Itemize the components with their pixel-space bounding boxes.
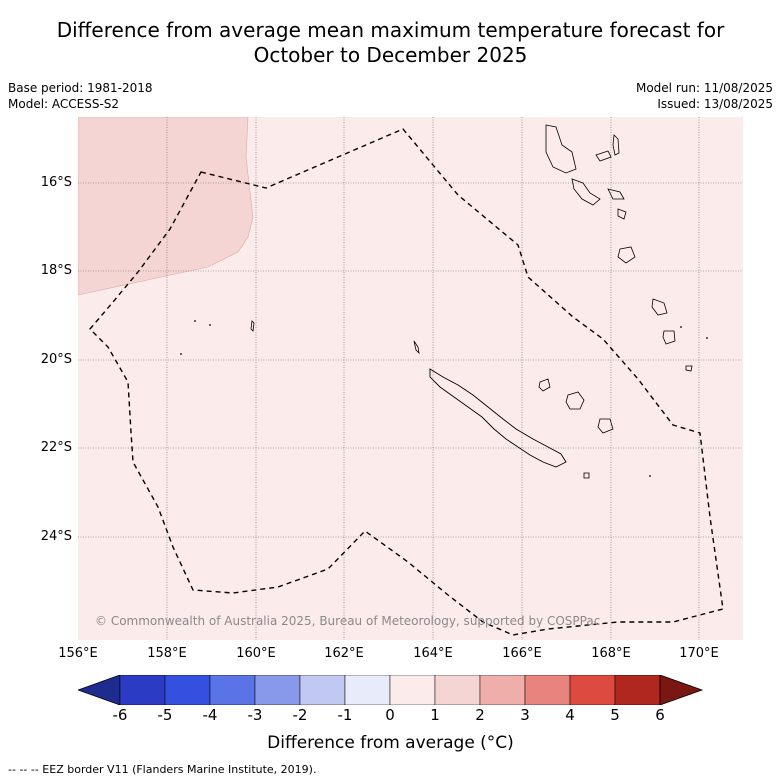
colorbar-segment [479, 674, 526, 706]
map-svg [78, 117, 743, 640]
colorbar-segment [299, 674, 346, 706]
colorbar-label: Difference from average (°C) [267, 733, 514, 753]
island-ouvea [538, 378, 551, 392]
colorbar-extend-high [659, 674, 704, 706]
colorbar-segment [434, 674, 481, 706]
map-panel [78, 117, 743, 640]
colorbar-tick-label: -6 [112, 706, 128, 724]
island-aneityum [685, 365, 693, 372]
colorbar-segment [614, 674, 661, 706]
colorbar-segment [524, 674, 571, 706]
lat-label-20s: 20°S [40, 352, 72, 367]
islet-dots [180, 320, 708, 477]
eez-border [89, 128, 724, 636]
colorbar-tick-label: 2 [475, 706, 485, 724]
meta-right: Model run: 11/08/2025 Issued: 13/08/2025 [636, 80, 773, 112]
lon-label-166e: 166°E [502, 646, 542, 661]
island-lifou [565, 391, 585, 410]
anomaly-patch [78, 117, 254, 296]
base-period: Base period: 1981-2018 [8, 81, 153, 95]
colorbar-tick-label: 4 [565, 706, 575, 724]
issued-date: Issued: 13/08/2025 [657, 97, 773, 111]
island-malekula [571, 178, 601, 206]
colorbar-tick-label: -1 [337, 706, 353, 724]
lon-label-156e: 156°E [58, 646, 98, 661]
colorbar-tick-label: 5 [610, 706, 620, 724]
colorbar-tick-label: -3 [247, 706, 263, 724]
lon-label-168e: 168°E [591, 646, 631, 661]
island-walpole [583, 472, 590, 479]
colorbar-segment [119, 674, 166, 706]
island-pentecost-ambrym [607, 188, 625, 200]
colorbar-segment [209, 674, 256, 706]
lon-label-164e: 164°E [413, 646, 453, 661]
colorbar-segment [164, 674, 211, 706]
island-erromango [651, 298, 668, 316]
island-efate [617, 246, 636, 264]
colorbar-tick-label: 1 [430, 706, 440, 724]
lon-label-158e: 158°E [147, 646, 187, 661]
colorbar-tick-label: 3 [520, 706, 530, 724]
colorbar-extend-low [76, 674, 121, 706]
colorbar-tick-label: 0 [385, 706, 395, 724]
model-run: Model run: 11/08/2025 [635, 81, 773, 95]
lat-label-24s: 24°S [40, 529, 72, 544]
colorbar-tick-label: -5 [157, 706, 173, 724]
lon-label-160e: 160°E [236, 646, 276, 661]
island-ambae [595, 150, 612, 162]
colorbar [76, 674, 705, 706]
colorbar-segment [569, 674, 616, 706]
copyright-text: © Commonwealth of Australia 2025, Bureau… [95, 614, 601, 628]
lat-label-22s: 22°S [40, 440, 72, 455]
island-new-caledonia [429, 368, 567, 468]
island-espiritu-santo [545, 124, 577, 174]
lon-label-162e: 162°E [324, 646, 364, 661]
island-small-west [250, 320, 255, 332]
colorbar-segment [344, 674, 391, 706]
model-name: Model: ACCESS-S2 [8, 97, 120, 111]
island-mare [597, 418, 614, 434]
colorbar-tick-label: 6 [655, 706, 665, 724]
colorbar-segment [389, 674, 436, 706]
title-line-2: October to December 2025 [253, 43, 528, 67]
chart-title: Difference from average mean maximum tem… [0, 18, 781, 68]
eez-legend: -- -- -- EEZ border V11 (Flanders Marine… [8, 763, 317, 776]
colorbar-segment [254, 674, 301, 706]
island-maewo [612, 134, 620, 156]
colorbar-svg [76, 674, 704, 706]
lat-label-18s: 18°S [40, 263, 72, 278]
meta-left: Base period: 1981-2018 Model: ACCESS-S2 [8, 80, 153, 112]
island-belep [413, 340, 420, 355]
island-tanna [662, 330, 676, 345]
colorbar-tick-label: -4 [202, 706, 218, 724]
title-line-1: Difference from average mean maximum tem… [56, 18, 725, 42]
lat-label-16s: 16°S [40, 175, 72, 190]
island-epi [617, 208, 627, 220]
colorbar-tick-label: -2 [292, 706, 308, 724]
lon-label-170e: 170°E [679, 646, 719, 661]
